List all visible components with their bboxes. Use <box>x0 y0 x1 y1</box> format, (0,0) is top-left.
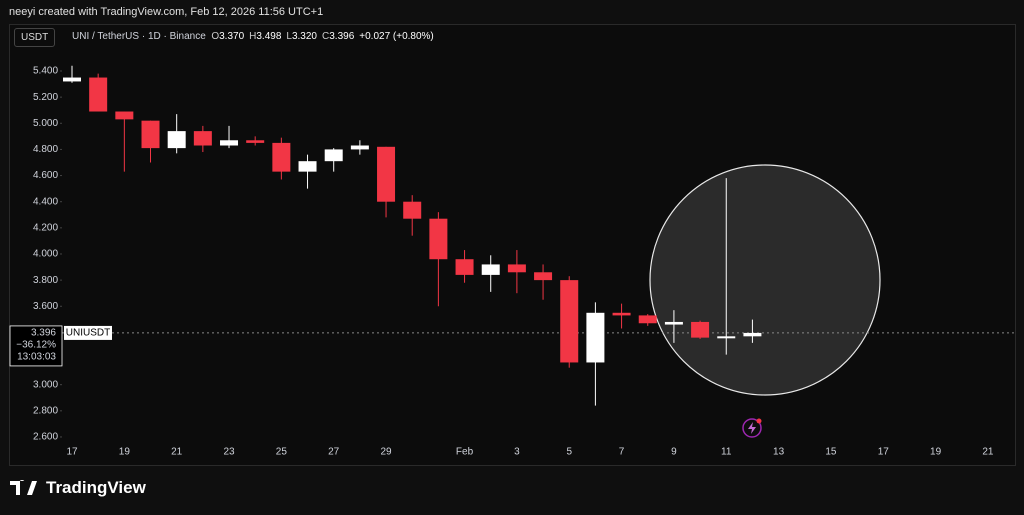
candle-body <box>403 201 422 219</box>
candle-body <box>638 315 657 324</box>
candle-body <box>664 321 683 325</box>
candle-body <box>717 336 736 339</box>
ohlc-label: L <box>286 31 292 42</box>
y-tick-label: 3.600 <box>33 301 58 312</box>
candle-body <box>507 264 526 273</box>
candle-body <box>63 77 81 82</box>
x-tick-label: 25 <box>276 447 288 458</box>
y-tick-label: 4.600 <box>33 170 58 181</box>
x-tick-label: 5 <box>566 447 572 458</box>
chart: 2.600 2.800 3.000 3.600 3.800 4.000 4.200 4.400… <box>9 66 1014 458</box>
ohlc-value: 3.320 <box>291 31 317 42</box>
candle-body <box>193 131 212 146</box>
x-tick-label: 7 <box>619 447 625 458</box>
price-label-price: 3.396 <box>31 328 56 339</box>
price-label-change: −36.12% <box>16 340 56 351</box>
symbol: UNI / TetherUS · 1D · Binance <box>72 31 206 42</box>
candle-body <box>220 140 239 146</box>
x-tick-label: 17 <box>878 447 890 458</box>
ticker-box <box>64 325 112 340</box>
candle-body <box>612 312 631 316</box>
x-tick-label: 19 <box>119 447 131 458</box>
ticker-label: UNIUSDT <box>66 328 110 339</box>
x-tick-label: 23 <box>223 447 235 458</box>
candle-body <box>455 259 474 275</box>
candle-body <box>246 140 265 143</box>
candle-body <box>272 142 291 172</box>
x-tick-label: 15 <box>825 447 837 458</box>
x-tick-label: Feb <box>456 447 474 458</box>
candle-body <box>115 111 134 120</box>
candle-body <box>429 218 448 260</box>
x-tick-label: 17 <box>66 447 78 458</box>
candle-body <box>377 146 396 202</box>
y-tick-label: 2.800 <box>33 405 58 416</box>
x-tick-label: 21 <box>982 447 994 458</box>
price-label: 3.396−36.12%13:03:03 UNIUSDT <box>9 325 112 367</box>
y-tick-label: 4.800 <box>33 144 58 155</box>
highlight-circle <box>649 164 881 396</box>
change: +0.027 (+0.80%) <box>359 31 434 42</box>
logo-text: TradingView <box>46 478 146 497</box>
ohlc-label: C <box>322 31 330 42</box>
y-tick-label: 3.800 <box>33 275 58 286</box>
x-tick-label: 19 <box>930 447 942 458</box>
candle-body <box>324 149 343 162</box>
price-label-box <box>9 325 63 367</box>
legend: UNI / TetherUS · 1D · Binance O3.370 H3.4… <box>72 31 434 42</box>
price-label-countdown: 13:03:03 <box>17 352 56 363</box>
alert-icon[interactable] <box>742 418 762 438</box>
y-tick-label: 5.000 <box>33 118 58 129</box>
x-tick-label: 29 <box>380 447 392 458</box>
candle-body <box>743 332 762 337</box>
y-tick-label: 4.400 <box>33 196 58 207</box>
candle-body <box>691 321 710 338</box>
y-tick-label: 3.000 <box>33 379 58 390</box>
ohlc: O3.370 H3.498 L3.320 C3.396 <box>211 31 359 42</box>
candle-body <box>560 280 579 363</box>
attribution: neeyi created with TradingView.com, Feb … <box>9 6 324 18</box>
candle-body <box>481 264 500 275</box>
candle-body <box>141 120 160 149</box>
ohlc-label: O <box>211 31 220 42</box>
y-tick-label: 5.400 <box>33 66 58 77</box>
candle-body <box>167 131 186 149</box>
x-tick-label: 11 <box>721 447 732 458</box>
y-tick-label: 2.600 <box>33 432 58 443</box>
y-tick-label: 4.200 <box>33 222 58 233</box>
ohlc-value: 3.498 <box>256 31 282 42</box>
ohlc-value: 3.396 <box>329 31 355 42</box>
candle-body <box>298 161 317 172</box>
x-tick-label: 3 <box>514 447 520 458</box>
logo-mark <box>10 480 37 495</box>
chart-pane <box>9 24 1016 466</box>
x-tick-label: 9 <box>671 447 677 458</box>
y-tick-label: 4.000 <box>33 249 58 260</box>
ohlc-value: 3.370 <box>219 31 245 42</box>
candle-body <box>586 312 605 363</box>
footer-logo: TradingView <box>10 478 146 498</box>
y-tick-label: 5.200 <box>33 92 58 103</box>
x-tick-label: 27 <box>328 447 340 458</box>
candle-body <box>89 77 108 112</box>
x-tick-label: 21 <box>171 447 183 458</box>
x-tick-label: 13 <box>773 447 785 458</box>
candle-body <box>534 272 553 281</box>
candle-body <box>350 145 369 150</box>
ohlc-label: H <box>249 31 257 42</box>
currency-button[interactable]: USDT <box>14 28 56 47</box>
